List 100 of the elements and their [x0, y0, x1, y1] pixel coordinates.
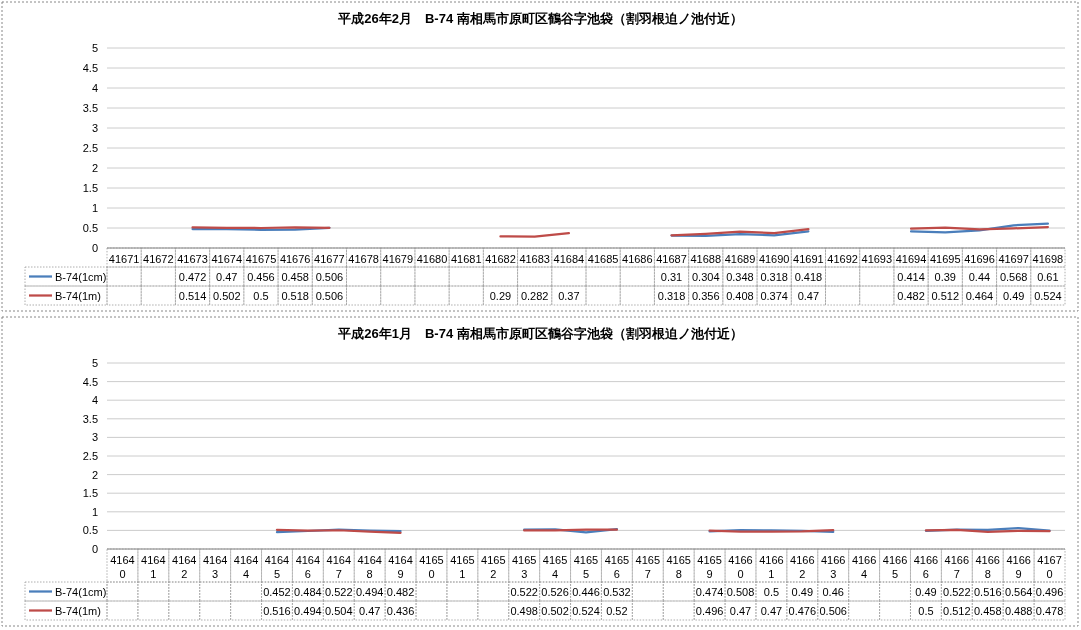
data-label: 0.61 — [1037, 270, 1059, 283]
y-tick-label: 5 — [91, 357, 98, 369]
data-label: 0.37 — [558, 289, 580, 302]
x-tick-label: 41648 — [357, 554, 382, 580]
data-label: 0.516 — [263, 604, 291, 617]
y-tick-label: 0.5 — [82, 222, 98, 234]
x-tick-label: 41656 — [604, 554, 630, 580]
data-label: 0.29 — [489, 289, 512, 302]
x-tick-label: 41640 — [110, 554, 135, 580]
data-label: 0.39 — [934, 270, 956, 283]
y-tick-label: 0 — [91, 543, 98, 555]
x-tick-label: 41695 — [929, 253, 961, 265]
x-tick-label: 41681 — [450, 253, 482, 265]
x-tick-label: 41683 — [519, 253, 550, 265]
y-tick-label: 3 — [91, 431, 98, 444]
data-label: 0.356 — [691, 289, 720, 302]
x-tick-label: 41657 — [635, 554, 661, 580]
y-tick-label: 1.5 — [82, 182, 98, 194]
x-tick-label: 41686 — [622, 253, 653, 265]
y-tick-label: 4.5 — [82, 375, 98, 388]
data-label: 0.518 — [281, 289, 309, 302]
x-tick-label: 41652 — [481, 554, 506, 580]
x-tick-label: 41671 — [108, 253, 140, 265]
data-label: 0.512 — [931, 289, 960, 302]
data-label: 0.446 — [572, 585, 600, 598]
y-tick-label: 3.5 — [82, 102, 98, 114]
data-label: 0.5 — [918, 604, 934, 617]
data-label: 0.488 — [1004, 604, 1033, 617]
x-tick-label: 41643 — [202, 554, 228, 580]
x-tick-label: 41672 — [143, 253, 174, 265]
x-tick-label: 41685 — [587, 253, 619, 265]
x-tick-label: 41674 — [211, 253, 243, 265]
x-tick-label: 41650 — [419, 554, 444, 580]
y-tick-label: 5 — [91, 42, 98, 54]
x-tick-label: 41645 — [264, 554, 290, 580]
x-tick-label: 41673 — [177, 253, 208, 265]
x-tick-label: 41680 — [416, 253, 448, 265]
data-label: 0.458 — [281, 270, 309, 283]
data-label: 0.526 — [541, 585, 569, 598]
data-label: 0.506 — [819, 604, 847, 617]
y-tick-label: 3.5 — [82, 412, 98, 425]
x-tick-label: 41697 — [998, 253, 1029, 265]
x-tick-label: 41659 — [697, 554, 722, 580]
data-label: 0.408 — [726, 289, 754, 302]
x-tick-label: 41664 — [851, 554, 877, 580]
data-label: 0.5 — [763, 585, 780, 598]
data-label: 0.476 — [788, 604, 817, 617]
data-label: 0.304 — [691, 270, 720, 283]
data-label: 0.374 — [760, 289, 788, 302]
data-label: 0.418 — [794, 270, 823, 283]
data-label: 0.482 — [386, 585, 415, 598]
data-label: 0.504 — [325, 604, 353, 617]
y-tick-label: 1.5 — [82, 487, 98, 500]
data-label: 0.508 — [726, 585, 755, 598]
x-tick-label: 41666 — [913, 554, 939, 580]
data-label: 0.494 — [294, 604, 322, 617]
data-label: 0.49 — [915, 585, 937, 598]
x-tick-label: 41679 — [382, 253, 414, 265]
data-label: 0.436 — [386, 604, 415, 617]
data-label: 0.514 — [178, 289, 207, 302]
x-tick-label: 41684 — [553, 253, 585, 265]
data-label: 0.47 — [760, 604, 783, 617]
x-tick-label: 41660 — [728, 554, 753, 580]
x-tick-label: 41653 — [511, 554, 537, 580]
x-tick-label: 41658 — [666, 554, 691, 580]
x-tick-label: 41682 — [485, 253, 516, 265]
y-tick-label: 1 — [91, 505, 98, 518]
data-label: 0.47 — [358, 604, 381, 617]
x-tick-label: 41644 — [233, 554, 259, 580]
data-label: 0.47 — [797, 289, 820, 302]
data-label: 0.49 — [1002, 289, 1025, 302]
data-label: 0.524 — [572, 604, 600, 617]
data-label: 0.47 — [216, 270, 238, 283]
data-label: 0.506 — [315, 270, 344, 283]
data-label: 0.524 — [1034, 289, 1062, 302]
legend-label: B-74(1cm) — [55, 585, 107, 598]
x-tick-label: 41651 — [450, 554, 475, 580]
data-label: 0.502 — [541, 604, 569, 617]
data-label: 0.516 — [973, 585, 1002, 598]
x-tick-label: 41641 — [141, 554, 166, 580]
y-tick-label: 1 — [91, 202, 98, 214]
x-tick-label: 41675 — [245, 253, 277, 265]
x-tick-label: 41655 — [573, 554, 599, 580]
y-tick-label: 0.5 — [82, 524, 98, 537]
x-tick-label: 41669 — [1006, 554, 1031, 580]
y-tick-label: 2 — [91, 468, 98, 481]
x-tick-label: 41663 — [820, 554, 846, 580]
data-label: 0.502 — [212, 289, 241, 302]
data-label: 0.458 — [973, 604, 1002, 617]
data-label: 0.522 — [325, 585, 353, 598]
data-label: 0.282 — [520, 289, 549, 302]
data-label: 0.52 — [606, 604, 628, 617]
x-tick-label: 41692 — [827, 253, 858, 265]
x-tick-label: 41689 — [724, 253, 756, 265]
x-tick-label: 41678 — [348, 253, 379, 265]
x-tick-label: 41668 — [975, 554, 1000, 580]
data-label: 0.568 — [999, 270, 1028, 283]
data-label: 0.348 — [726, 270, 754, 283]
data-label: 0.496 — [695, 604, 724, 617]
x-tick-label: 41667 — [944, 554, 970, 580]
